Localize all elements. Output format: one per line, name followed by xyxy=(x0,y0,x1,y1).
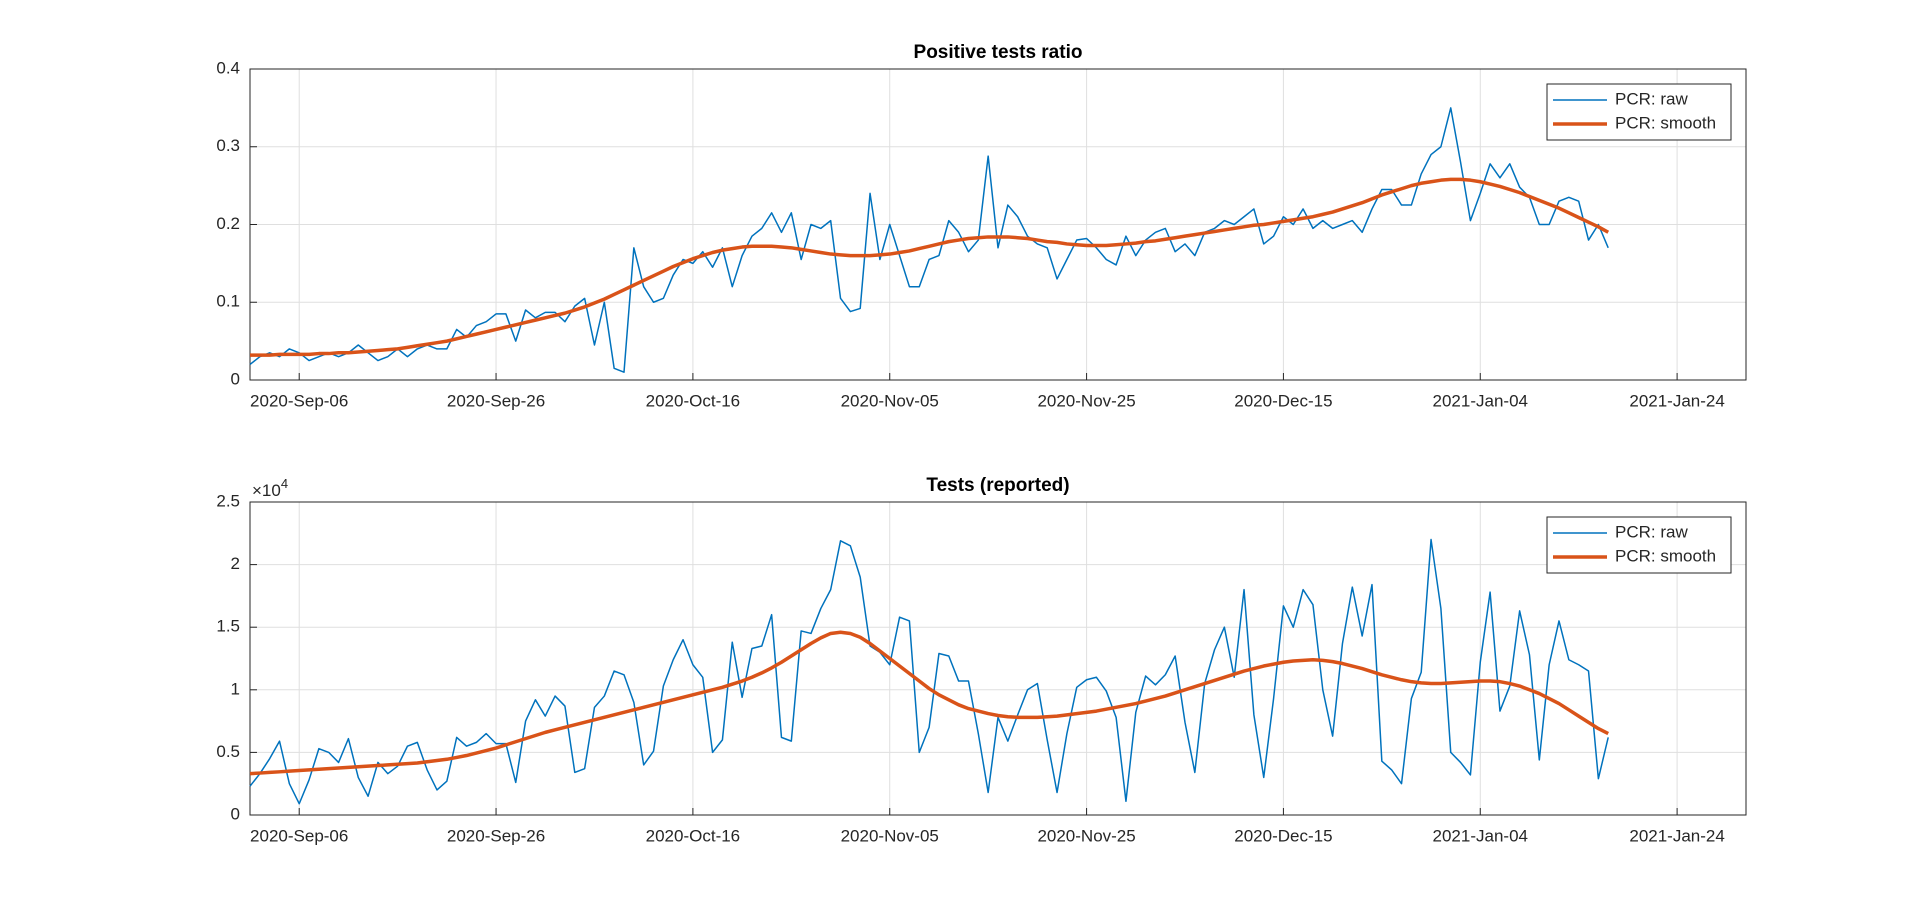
legend-label: PCR: raw xyxy=(1615,89,1688,108)
data-line xyxy=(249,538,1609,805)
x-tick-label: 2020-Dec-15 xyxy=(1234,826,1332,845)
y-tick-label: 2 xyxy=(231,554,240,573)
data-line xyxy=(250,177,1610,357)
chart-title: Tests (reported) xyxy=(926,475,1069,496)
x-tick-label: 2020-Nov-25 xyxy=(1037,826,1135,845)
y-tick-label: 0.5 xyxy=(216,742,240,761)
x-tick-label: 2021-Jan-04 xyxy=(1433,826,1528,845)
exponent-base: ×10 xyxy=(252,481,281,500)
data-line xyxy=(249,630,1610,776)
y-tick-label: 1.5 xyxy=(216,617,240,636)
x-tick-label: 2020-Oct-16 xyxy=(646,826,741,845)
axes-box xyxy=(249,68,1747,381)
x-tick-label: 2020-Oct-16 xyxy=(646,391,741,410)
x-tick-label: 2020-Sep-26 xyxy=(447,391,545,410)
y-tick-label: 0.4 xyxy=(216,58,240,77)
legend-box xyxy=(1546,516,1732,574)
x-tick-label: 2020-Nov-05 xyxy=(841,391,939,410)
x-tick-label: 2020-Sep-06 xyxy=(250,391,348,410)
axes-box xyxy=(249,501,1747,816)
legend-label: PCR: raw xyxy=(1615,522,1688,541)
exponent-power: 4 xyxy=(281,476,288,491)
y-exponent: ×104 xyxy=(252,476,288,500)
x-tick-label: 2021-Jan-24 xyxy=(1629,826,1724,845)
x-tick-label: 2020-Dec-15 xyxy=(1234,391,1332,410)
y-tick-label: 0.3 xyxy=(216,136,240,155)
legend-label: PCR: smooth xyxy=(1615,546,1716,565)
y-tick-label: 2.5 xyxy=(216,491,240,510)
x-tick-label: 2020-Nov-25 xyxy=(1037,391,1135,410)
chart-title: Positive tests ratio xyxy=(914,42,1083,63)
x-tick-label: 2020-Sep-06 xyxy=(250,826,348,845)
y-tick-label: 0 xyxy=(231,369,240,388)
y-tick-label: 0 xyxy=(231,804,240,823)
legend-label: PCR: smooth xyxy=(1615,113,1716,132)
y-tick-label: 0.1 xyxy=(216,292,240,311)
y-tick-label: 1 xyxy=(231,679,240,698)
x-tick-label: 2021-Jan-04 xyxy=(1433,391,1528,410)
y-tick-label: 0.2 xyxy=(216,214,240,233)
legend-box xyxy=(1546,83,1732,141)
x-tick-label: 2020-Sep-26 xyxy=(447,826,545,845)
x-tick-label: 2020-Nov-05 xyxy=(841,826,939,845)
x-tick-label: 2021-Jan-24 xyxy=(1629,391,1724,410)
data-line xyxy=(249,107,1609,373)
